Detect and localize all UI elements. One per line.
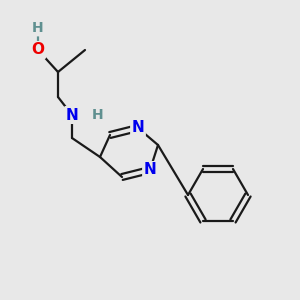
Text: H: H <box>32 21 44 35</box>
Text: O: O <box>32 43 44 58</box>
Text: H: H <box>92 108 104 122</box>
Text: N: N <box>66 107 78 122</box>
Text: N: N <box>144 163 156 178</box>
Text: N: N <box>132 121 144 136</box>
